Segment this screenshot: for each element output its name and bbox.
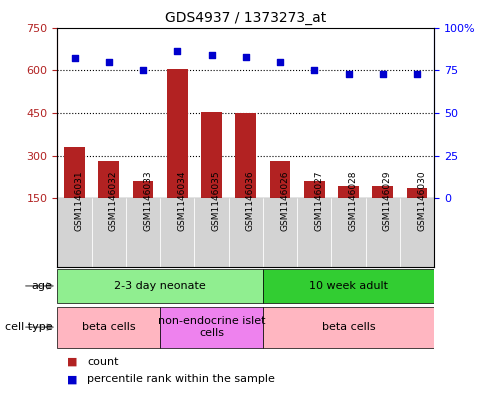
Bar [57,269,263,303]
Bar [366,198,400,267]
Bar [400,198,434,267]
Point [310,67,318,73]
Bar [263,307,434,347]
Bar [92,198,126,267]
Text: percentile rank within the sample: percentile rank within the sample [87,374,275,384]
Title: GDS4937 / 1373273_at: GDS4937 / 1373273_at [165,11,326,25]
Point [70,55,78,61]
Text: ■: ■ [67,374,78,384]
Bar [229,198,263,267]
Bar [64,147,85,198]
Point [379,70,387,77]
Text: GSM1146026: GSM1146026 [280,170,289,231]
Text: GSM1146036: GSM1146036 [246,170,255,231]
Text: age: age [31,281,52,291]
Point [105,59,113,65]
Text: GSM1146031: GSM1146031 [74,170,83,231]
Text: beta cells: beta cells [322,322,375,332]
Text: non-endocrine islet
cells: non-endocrine islet cells [158,316,265,338]
Point [173,48,181,55]
Bar [338,185,359,198]
Bar [263,198,297,267]
Bar [195,198,229,267]
Bar [57,307,160,347]
Text: GSM1146035: GSM1146035 [212,170,221,231]
Point [344,70,352,77]
Bar [297,198,331,267]
Point [413,70,421,77]
Bar [167,69,188,198]
Text: GSM1146029: GSM1146029 [383,170,392,231]
Bar [201,112,222,198]
Text: cell type: cell type [5,322,52,332]
Text: GSM1146034: GSM1146034 [177,170,186,231]
Bar [57,198,92,267]
Point [276,59,284,65]
Bar [126,198,160,267]
Text: GSM1146027: GSM1146027 [314,170,323,231]
Text: GSM1146033: GSM1146033 [143,170,152,231]
Point [208,52,216,58]
Text: GSM1146028: GSM1146028 [348,170,357,231]
Bar [133,181,153,198]
Bar [304,181,324,198]
Text: 2-3 day neonate: 2-3 day neonate [114,281,206,291]
Point [242,53,250,60]
Text: GSM1146032: GSM1146032 [109,170,118,231]
Text: beta cells: beta cells [82,322,136,332]
Text: ■: ■ [67,356,78,367]
Bar [331,198,366,267]
Text: GSM1146030: GSM1146030 [417,170,426,231]
Bar [270,162,290,198]
Bar [372,185,393,198]
Bar [160,307,263,347]
Bar [407,189,427,198]
Bar [236,113,256,198]
Bar [263,269,434,303]
Text: count: count [87,356,119,367]
Point [139,67,147,73]
Text: 10 week adult: 10 week adult [309,281,388,291]
Bar [98,162,119,198]
Bar [160,198,195,267]
